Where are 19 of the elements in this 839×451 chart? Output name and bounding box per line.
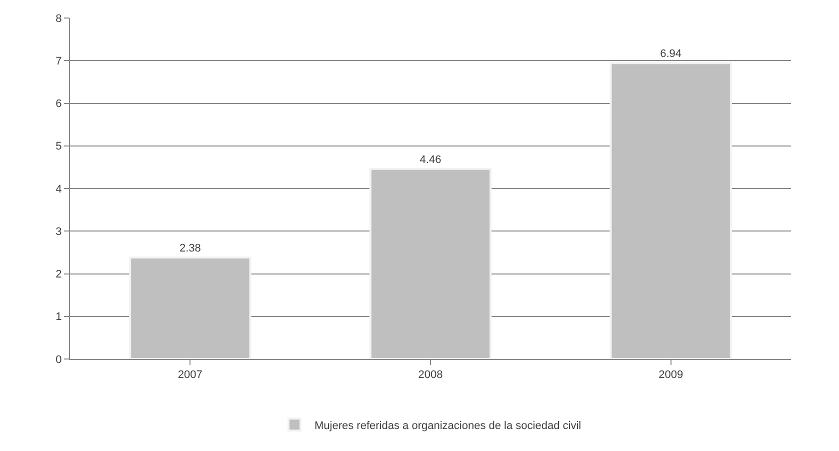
bar xyxy=(129,256,252,359)
y-tick-label: 0 xyxy=(56,354,62,366)
x-tick-label: 2007 xyxy=(178,369,202,382)
x-tick-label: 2008 xyxy=(418,369,443,382)
data-label: 6.94 xyxy=(660,48,682,60)
y-tick-label: 6 xyxy=(56,98,62,110)
y-tick-label: 4 xyxy=(56,183,62,196)
bar xyxy=(369,168,492,359)
data-label: 4.46 xyxy=(420,154,442,166)
legend-label: Mujeres referidas a organizaciones de la sociedad civil xyxy=(314,420,582,432)
y-tick-label: 8 xyxy=(56,12,62,25)
y-tick-label: 3 xyxy=(56,226,62,238)
y-tick-label: 2 xyxy=(56,268,62,281)
y-tick-label: 5 xyxy=(56,140,62,153)
data-label: 2.38 xyxy=(179,242,201,255)
bar xyxy=(610,62,732,359)
y-tick-label: 7 xyxy=(56,55,62,68)
y-tick-label: 1 xyxy=(56,311,62,324)
x-tick-label: 2009 xyxy=(658,369,684,382)
